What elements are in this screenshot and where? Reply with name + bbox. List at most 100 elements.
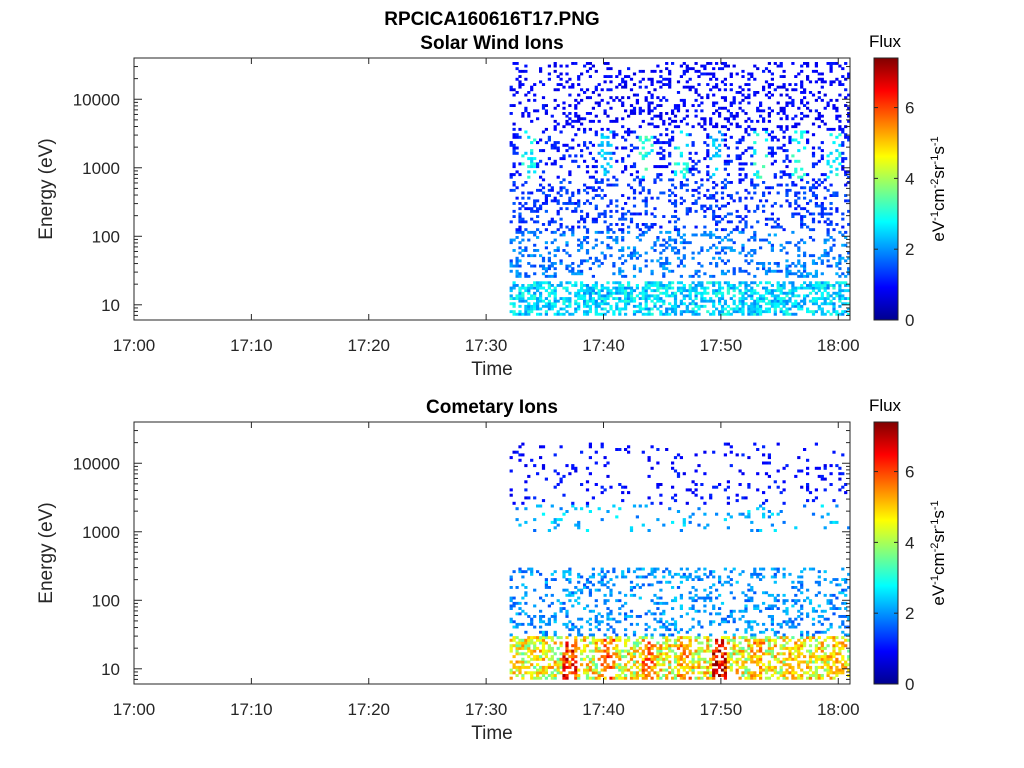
flux-cell <box>782 657 786 661</box>
flux-cell <box>735 671 739 675</box>
flux-cell <box>753 236 757 239</box>
flux-cell <box>588 307 592 311</box>
flux-cell <box>806 499 810 503</box>
flux-cell <box>676 249 681 252</box>
flux-cell <box>533 286 537 290</box>
flux-cell <box>811 178 816 182</box>
flux-cell <box>533 291 537 295</box>
flux-cell <box>600 302 604 306</box>
flux-cell <box>847 93 851 97</box>
flux-cell <box>577 526 581 530</box>
flux-cell <box>568 620 572 624</box>
flux-cell <box>524 480 528 484</box>
flux-cell <box>638 125 642 129</box>
flux-cell <box>747 510 751 513</box>
flux-cell <box>767 91 771 94</box>
flux-cell <box>541 674 546 677</box>
flux-cell <box>612 628 616 632</box>
flux-cell <box>621 570 625 574</box>
flux-cell <box>577 114 581 118</box>
flux-cell <box>544 194 548 197</box>
flux-cell <box>530 157 534 161</box>
flux-cell <box>691 652 695 656</box>
flux-cell <box>820 676 824 680</box>
flux-cell <box>753 636 757 640</box>
flux-cell <box>629 294 634 298</box>
flux-cell <box>735 307 739 311</box>
flux-cell <box>820 310 824 314</box>
flux-cell <box>650 96 654 100</box>
flux-cell <box>594 88 598 92</box>
flux-cell <box>732 117 736 121</box>
flux-cell <box>800 217 804 221</box>
flux-cell <box>688 297 692 300</box>
flux-cell <box>829 127 833 131</box>
flux-cell <box>629 586 634 589</box>
flux-cell <box>720 286 725 290</box>
flux-cell <box>794 644 798 648</box>
flux-cell <box>797 286 801 290</box>
flux-cell <box>773 655 777 659</box>
flux-cell <box>806 310 810 314</box>
flux-cell <box>553 641 557 645</box>
flux-cell <box>624 674 628 677</box>
flux-cell <box>694 575 698 579</box>
flux-cell <box>585 299 590 303</box>
flux-cell <box>770 149 774 153</box>
flux-cell <box>515 62 519 65</box>
flux-cell <box>823 93 827 97</box>
flux-cell <box>556 660 560 664</box>
flux-cell <box>685 665 689 669</box>
flux-cell <box>676 233 681 237</box>
flux-cell <box>820 312 824 316</box>
flux-cell <box>820 259 824 263</box>
flux-cell <box>521 154 525 158</box>
flux-cell <box>741 151 745 155</box>
flux-cell <box>682 175 686 179</box>
flux-cell <box>618 591 622 595</box>
flux-cell <box>712 281 716 285</box>
flux-cell <box>738 141 742 145</box>
flux-cell <box>544 228 548 232</box>
flux-cell <box>541 641 546 645</box>
flux-cell <box>530 207 534 211</box>
flux-cell <box>571 269 575 273</box>
flux-cell <box>527 157 531 161</box>
flux-cell <box>580 217 584 221</box>
flux-cell <box>759 294 763 298</box>
flux-cell <box>571 466 575 470</box>
flux-cell <box>697 274 701 278</box>
flux-cell <box>609 246 613 250</box>
flux-cell <box>533 671 537 675</box>
flux-cell <box>577 291 581 295</box>
flux-cell <box>756 660 760 664</box>
flux-cell <box>744 297 748 300</box>
flux-cell <box>703 291 707 295</box>
flux-cell <box>820 141 824 145</box>
flux-cell <box>568 199 572 203</box>
flux-cell <box>606 135 610 139</box>
heatmap-cells-solar-wind <box>509 62 851 316</box>
flux-cell <box>811 186 816 190</box>
flux-cell <box>726 246 730 250</box>
flux-cell <box>638 112 642 115</box>
flux-cell <box>512 604 516 608</box>
flux-cell <box>609 593 613 597</box>
flux-cell <box>541 671 546 675</box>
flux-cell <box>729 583 733 587</box>
flux-cell <box>817 580 821 584</box>
flux-cell <box>835 149 839 153</box>
flux-cell <box>744 215 748 218</box>
flux-cell <box>712 154 716 158</box>
flux-cell <box>694 91 698 94</box>
flux-cell <box>729 181 733 184</box>
flux-cell <box>723 453 727 457</box>
flux-cell <box>597 676 601 680</box>
flux-cell <box>773 480 777 484</box>
flux-cell <box>583 294 587 298</box>
flux-cell <box>591 274 595 278</box>
flux-cell <box>759 668 763 672</box>
flux-cell <box>556 599 560 603</box>
flux-cell <box>621 212 625 216</box>
flux-cell <box>562 512 566 516</box>
